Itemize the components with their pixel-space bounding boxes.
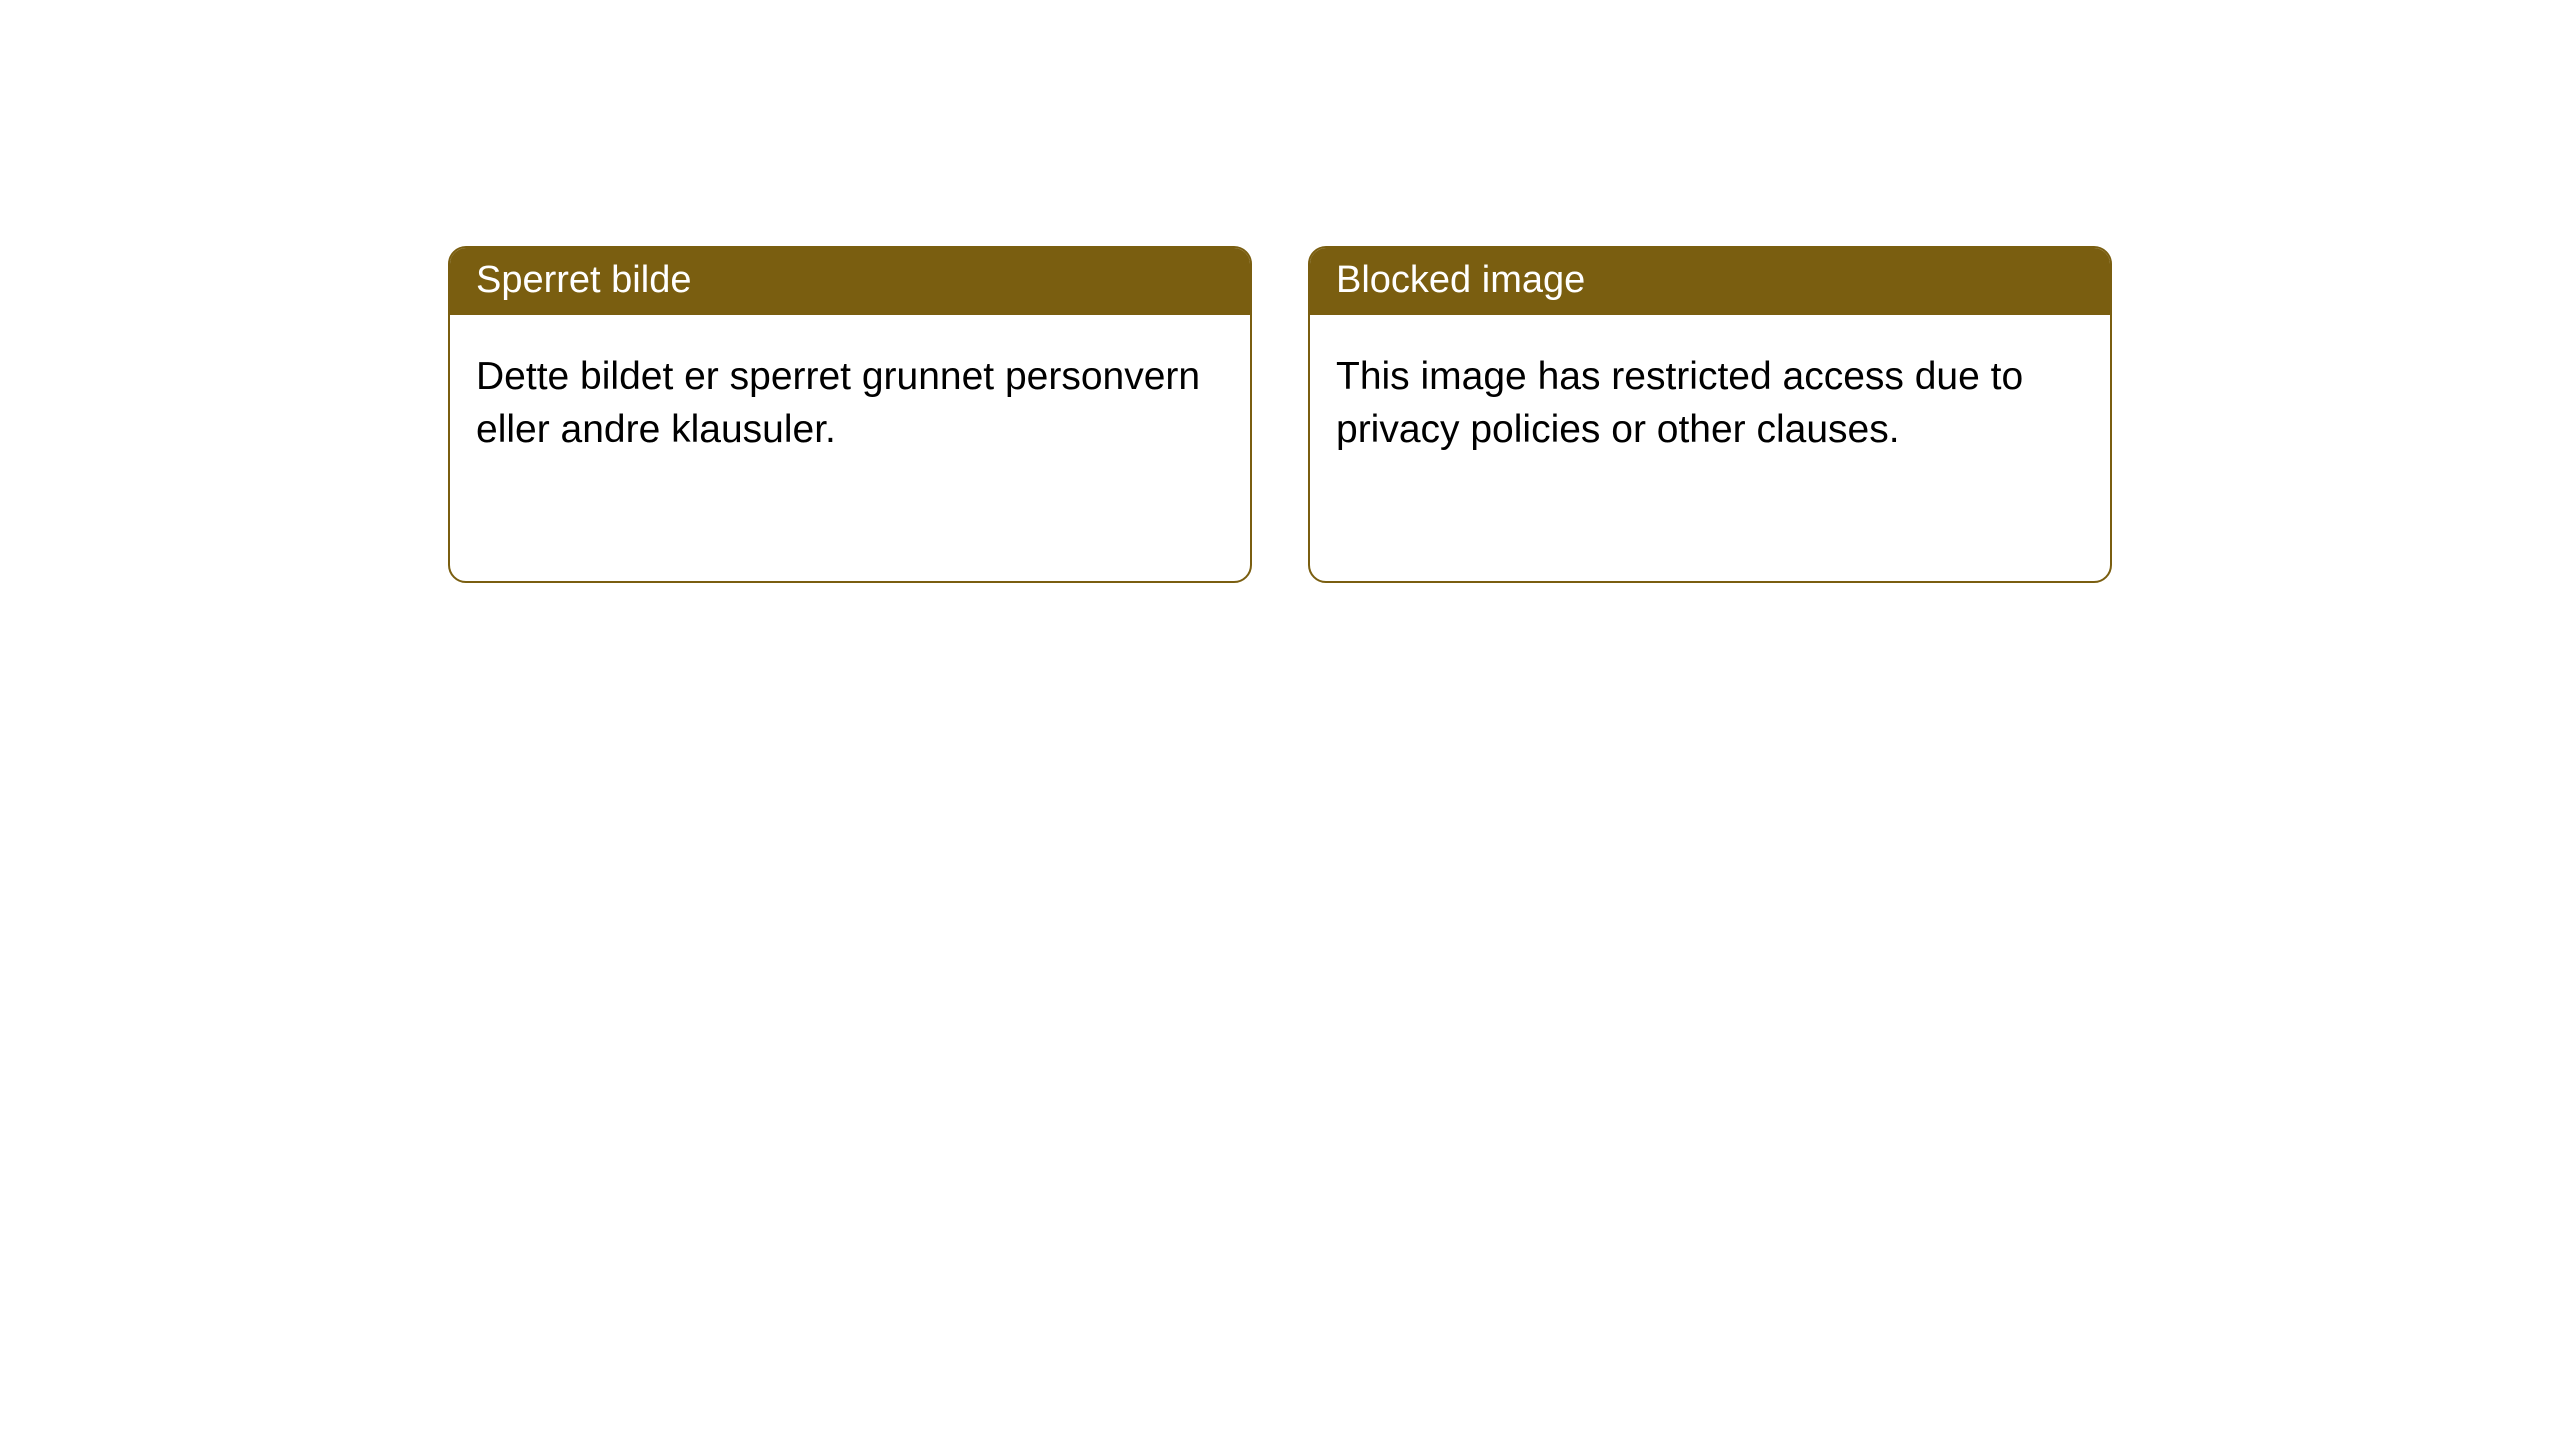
notice-card-english: Blocked image This image has restricted … [1308,246,2112,583]
notice-card-body: This image has restricted access due to … [1310,315,2110,482]
notice-card-body: Dette bildet er sperret grunnet personve… [450,315,1250,482]
notice-card-title: Blocked image [1310,248,2110,315]
notice-cards-container: Sperret bilde Dette bildet er sperret gr… [0,0,2560,583]
notice-card-norwegian: Sperret bilde Dette bildet er sperret gr… [448,246,1252,583]
notice-card-title: Sperret bilde [450,248,1250,315]
